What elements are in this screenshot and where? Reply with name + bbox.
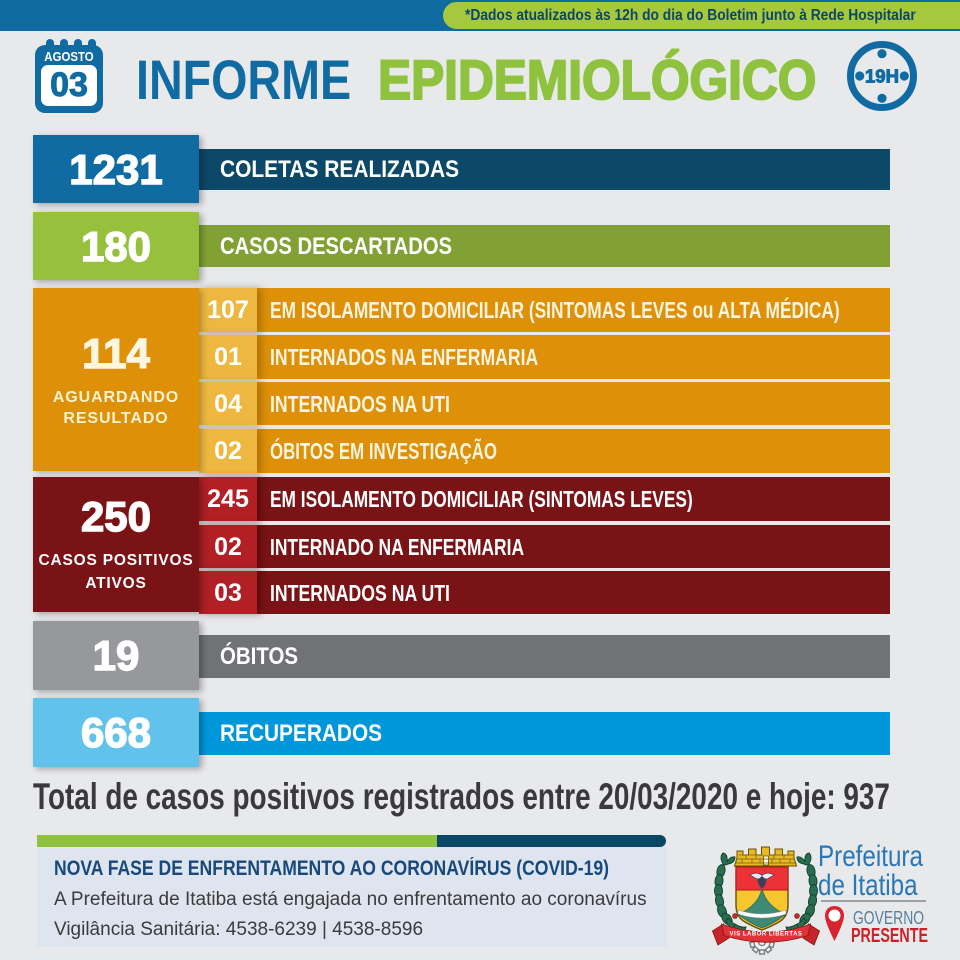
svg-text:VIS LABOR LIBERTAS: VIS LABOR LIBERTAS (730, 932, 803, 938)
svg-text:19H: 19H (865, 66, 899, 87)
